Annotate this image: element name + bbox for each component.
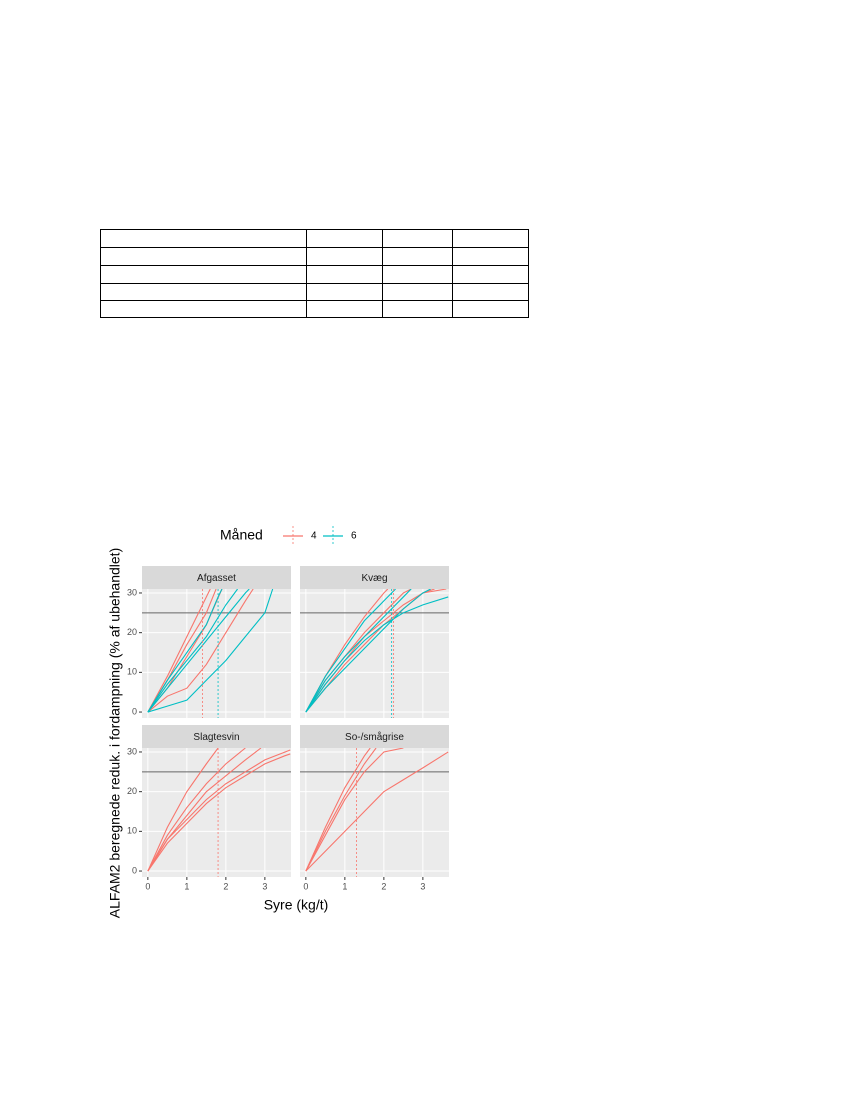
panel-background (300, 748, 449, 877)
x-tick-label: 0 (145, 881, 150, 891)
x-axis-label: Syre (kg/t) (264, 897, 329, 913)
legend-label: 4 (311, 531, 317, 542)
curve (147, 589, 254, 713)
y-tick-label: 30 (127, 587, 137, 597)
y-tick-label: 0 (132, 706, 137, 716)
curve (147, 748, 246, 872)
y-tick-label: 0 (132, 865, 137, 875)
curve (147, 749, 291, 872)
curve (305, 748, 377, 872)
y-tick-label: 20 (127, 627, 137, 637)
x-tick-label: 2 (223, 881, 228, 891)
curve (147, 589, 274, 713)
legend-label: 6 (351, 531, 357, 542)
strip-background (142, 725, 291, 748)
curve (147, 589, 211, 713)
curve (305, 596, 449, 713)
strip-background (300, 725, 449, 748)
panel-background (300, 589, 449, 718)
strip-title: Slagtesvin (193, 732, 239, 743)
curve (147, 589, 239, 713)
curve (147, 748, 219, 872)
x-tick-label: 2 (381, 881, 386, 891)
curve (147, 589, 250, 713)
x-tick-label: 1 (184, 881, 189, 891)
x-tick-label: 0 (303, 881, 308, 891)
chart: Måned Syre (kg/t) ALFAM2 beregnede reduk… (107, 526, 449, 918)
x-tick-label: 3 (420, 881, 425, 891)
curve (305, 589, 431, 713)
x-tick-label: 1 (342, 881, 347, 891)
curve (305, 748, 371, 872)
strip-background (142, 566, 291, 589)
y-tick-label: 10 (127, 667, 137, 677)
curve (305, 748, 404, 872)
curve (305, 751, 449, 872)
x-tick-label: 3 (262, 881, 267, 891)
y-tick-label: 10 (127, 826, 137, 836)
y-tick-label: 20 (127, 786, 137, 796)
y-axis-label: ALFAM2 beregnede reduk. i fordampning (%… (107, 548, 123, 918)
curve (147, 589, 223, 713)
curve (147, 753, 291, 872)
panel-background (142, 748, 291, 877)
strip-title: So-/smågrise (345, 731, 404, 743)
curve (305, 589, 412, 713)
empty-table (100, 229, 529, 318)
strip-title: Afgasset (197, 573, 236, 584)
legend-title: Måned (220, 527, 263, 543)
y-tick-label: 30 (127, 746, 137, 756)
strip-background (300, 566, 449, 589)
curve (305, 589, 396, 713)
strip-title: Kvæg (361, 573, 387, 584)
